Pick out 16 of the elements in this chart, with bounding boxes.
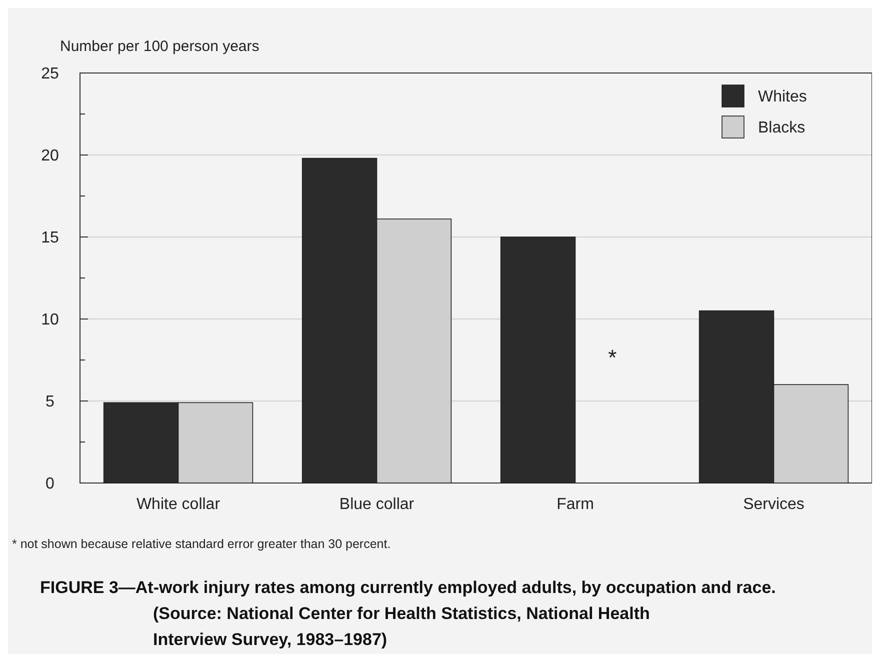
text: FIGURE 3—At-work injury rates among currently employed adults, by occupation and race. (Source: National Center for Health Statistics, National Health Interview Survey, 1983–1987) — [40, 578, 776, 649]
legend-label: Blacks — [758, 120, 806, 137]
y-tick-label: 5 — [46, 394, 55, 411]
y-tick-label: 10 — [41, 312, 59, 329]
x-tick-label: Services — [743, 496, 804, 513]
y-tick-label: 0 — [46, 476, 55, 493]
legend-label: Whites — [758, 88, 807, 106]
text: * not shown because relative standard error greater than 30 percent. — [12, 537, 391, 551]
y-tick-label: 20 — [41, 148, 59, 165]
y-tick-label: 25 — [41, 66, 59, 83]
x-tick-label: Farm — [556, 496, 594, 513]
x-tick-label: White collar — [136, 496, 221, 513]
x-tick-label: Blue collar — [339, 496, 415, 513]
annotation: * — [608, 345, 618, 370]
y-tick-label: 15 — [41, 230, 59, 247]
y-axis-title: Number per 100 person years — [60, 38, 260, 55]
